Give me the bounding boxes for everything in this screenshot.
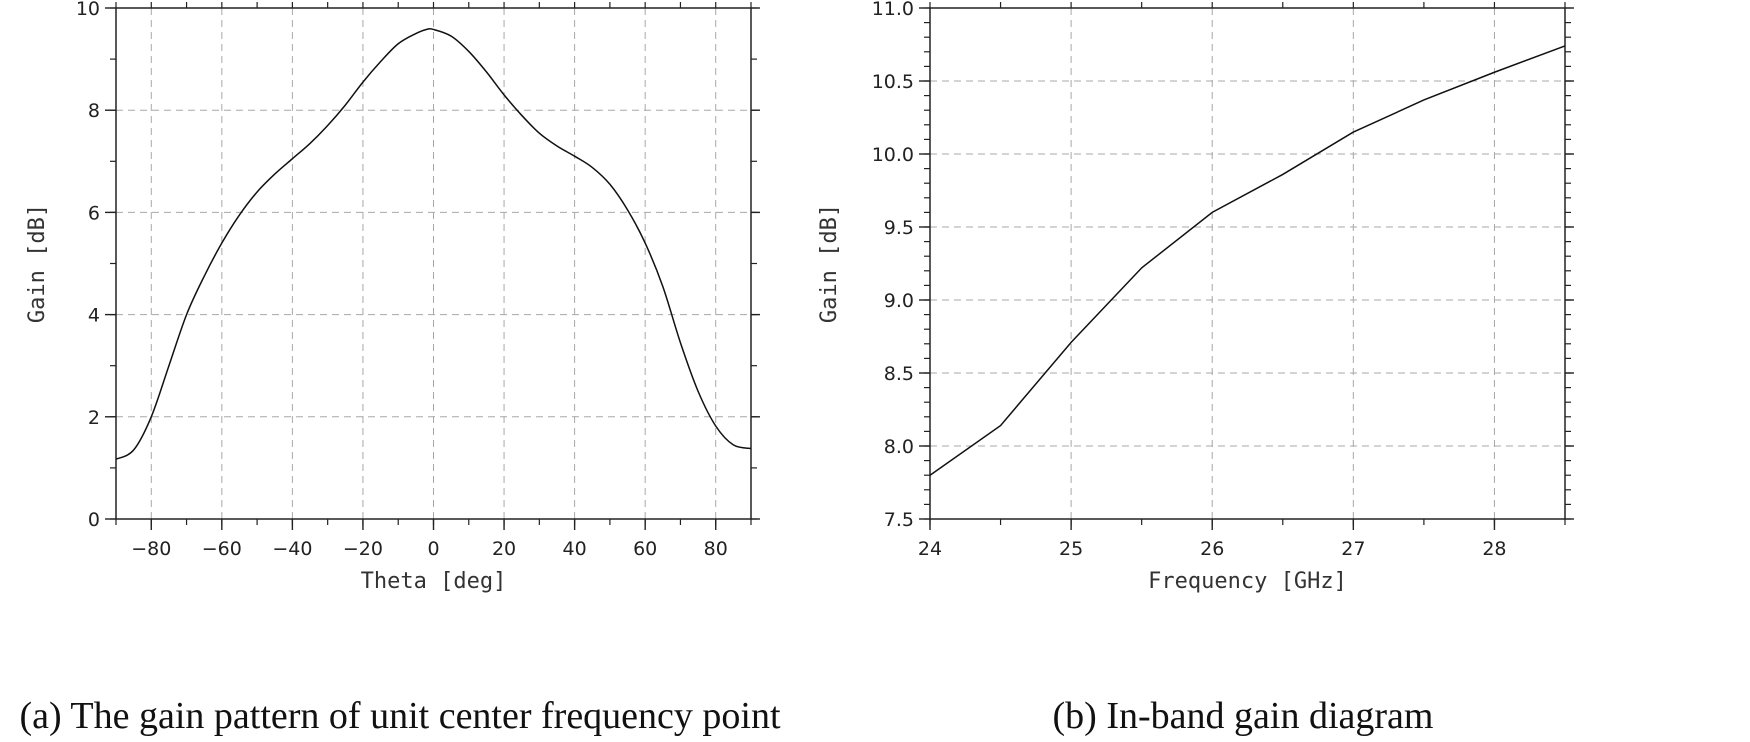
y-tick-label: 8.5 <box>884 363 914 385</box>
y-tick-label: 10.5 <box>872 71 914 93</box>
y-tick-label: 8.0 <box>884 436 914 458</box>
x-tick-label: 0 <box>427 538 439 560</box>
figure-caption: (a) The gain pattern of unit center freq… <box>19 695 781 737</box>
y-tick-label: 2 <box>88 407 100 429</box>
x-tick-label: −20 <box>343 538 383 560</box>
figure-caption: (b) In-band gain diagram <box>1053 695 1434 737</box>
y-axis-label: Gain [dB] <box>25 204 50 323</box>
y-tick-label: 0 <box>88 509 100 531</box>
y-tick-label: 10 <box>76 0 100 20</box>
series-line <box>115 28 752 460</box>
chart-panel-b: 24 25 26 27 28 7.5 8.0 8.5 9.0 9.5 10.0 10.5 11.0 Fre… <box>817 0 1574 737</box>
plot-frame <box>929 7 1566 520</box>
y-tick-label: 9.5 <box>884 217 914 239</box>
chart-panel-a: −80 −60 −40 −20 0 20 40 60 80 0 2 4 6 8 10 Theta [deg] G… <box>19 0 781 737</box>
x-tick-label: 24 <box>918 538 942 560</box>
y-tick-label: 10.0 <box>872 144 914 166</box>
y-tick-label: 7.5 <box>884 509 914 531</box>
x-tick-label: −80 <box>131 538 171 560</box>
series-line <box>929 45 1566 476</box>
x-tick-label: −60 <box>202 538 242 560</box>
x-tick-label: 28 <box>1482 538 1506 560</box>
y-axis-label: Gain [dB] <box>817 204 842 323</box>
x-tick-label: 26 <box>1200 538 1224 560</box>
x-tick-label: 80 <box>704 538 728 560</box>
x-tick-label: 40 <box>563 538 587 560</box>
y-tick-label: 11.0 <box>872 0 914 20</box>
plot-frame <box>115 7 752 520</box>
x-tick-label: 27 <box>1341 538 1365 560</box>
y-tick-label: 9.0 <box>884 290 914 312</box>
x-tick-label: 25 <box>1059 538 1083 560</box>
x-tick-label: 60 <box>633 538 657 560</box>
x-axis-label: Frequency [GHz] <box>1148 569 1347 594</box>
x-tick-label: −40 <box>272 538 312 560</box>
y-tick-label: 4 <box>88 305 100 327</box>
x-tick-label: 20 <box>492 538 516 560</box>
x-axis-label: Theta [deg] <box>361 569 507 594</box>
y-tick-label: 6 <box>88 202 100 224</box>
y-tick-label: 8 <box>88 100 100 122</box>
